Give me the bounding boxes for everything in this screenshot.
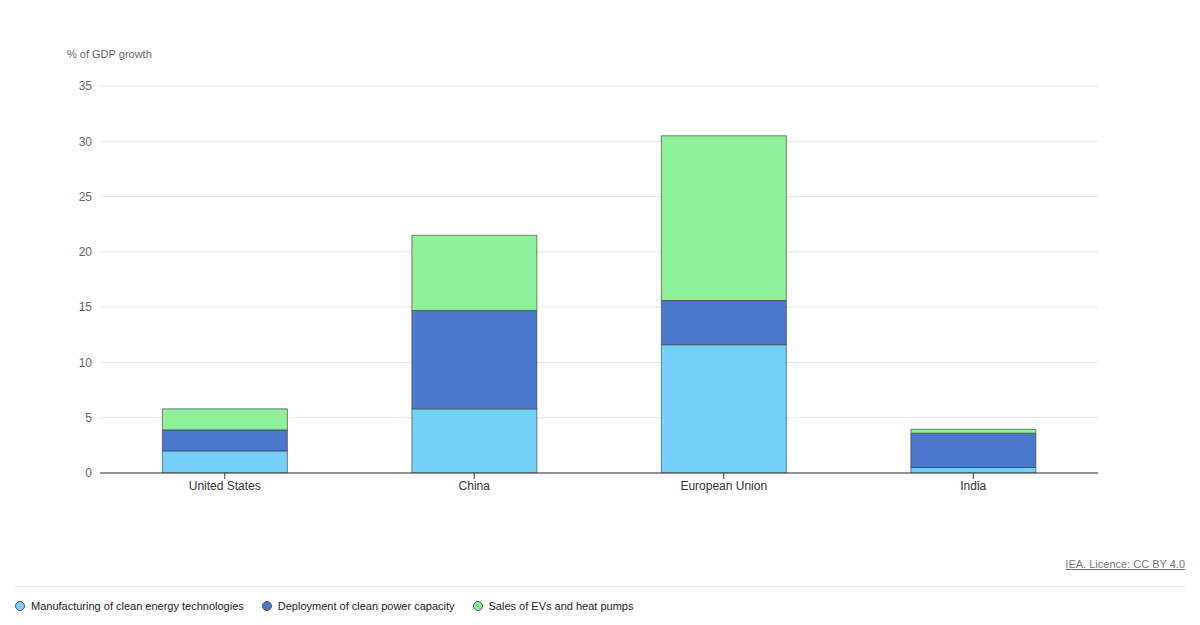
html-text:Manufacturing of clean energy: Manufacturing of clean energy technologi… bbox=[31, 600, 244, 612]
svg-text:25: 25 bbox=[79, 190, 93, 204]
svg-text:5: 5 bbox=[85, 411, 92, 425]
svg-text:30: 30 bbox=[79, 135, 93, 149]
svg-text:20: 20 bbox=[79, 245, 93, 259]
svg-text:China: China bbox=[459, 479, 491, 493]
svg-text:India: India bbox=[960, 479, 986, 493]
html-text:Deployment of clean power capa: Deployment of clean power capacity bbox=[277, 600, 455, 612]
svg-text:European Union: European Union bbox=[680, 479, 767, 493]
svg-text:United States: United States bbox=[189, 479, 261, 493]
html-text:IEA. Licence: CC BY 4.0: IEA. Licence: CC BY 4.0 bbox=[1065, 558, 1185, 570]
html-text:% of GDP growth: % of GDP growth bbox=[67, 48, 152, 60]
html-text:Sales of EVs and heat pumps: Sales of EVs and heat pumps bbox=[488, 600, 634, 612]
svg-text:35: 35 bbox=[79, 79, 93, 93]
svg-text:0: 0 bbox=[85, 466, 92, 480]
svg-text:10: 10 bbox=[79, 356, 93, 370]
svg-text:15: 15 bbox=[79, 300, 93, 314]
